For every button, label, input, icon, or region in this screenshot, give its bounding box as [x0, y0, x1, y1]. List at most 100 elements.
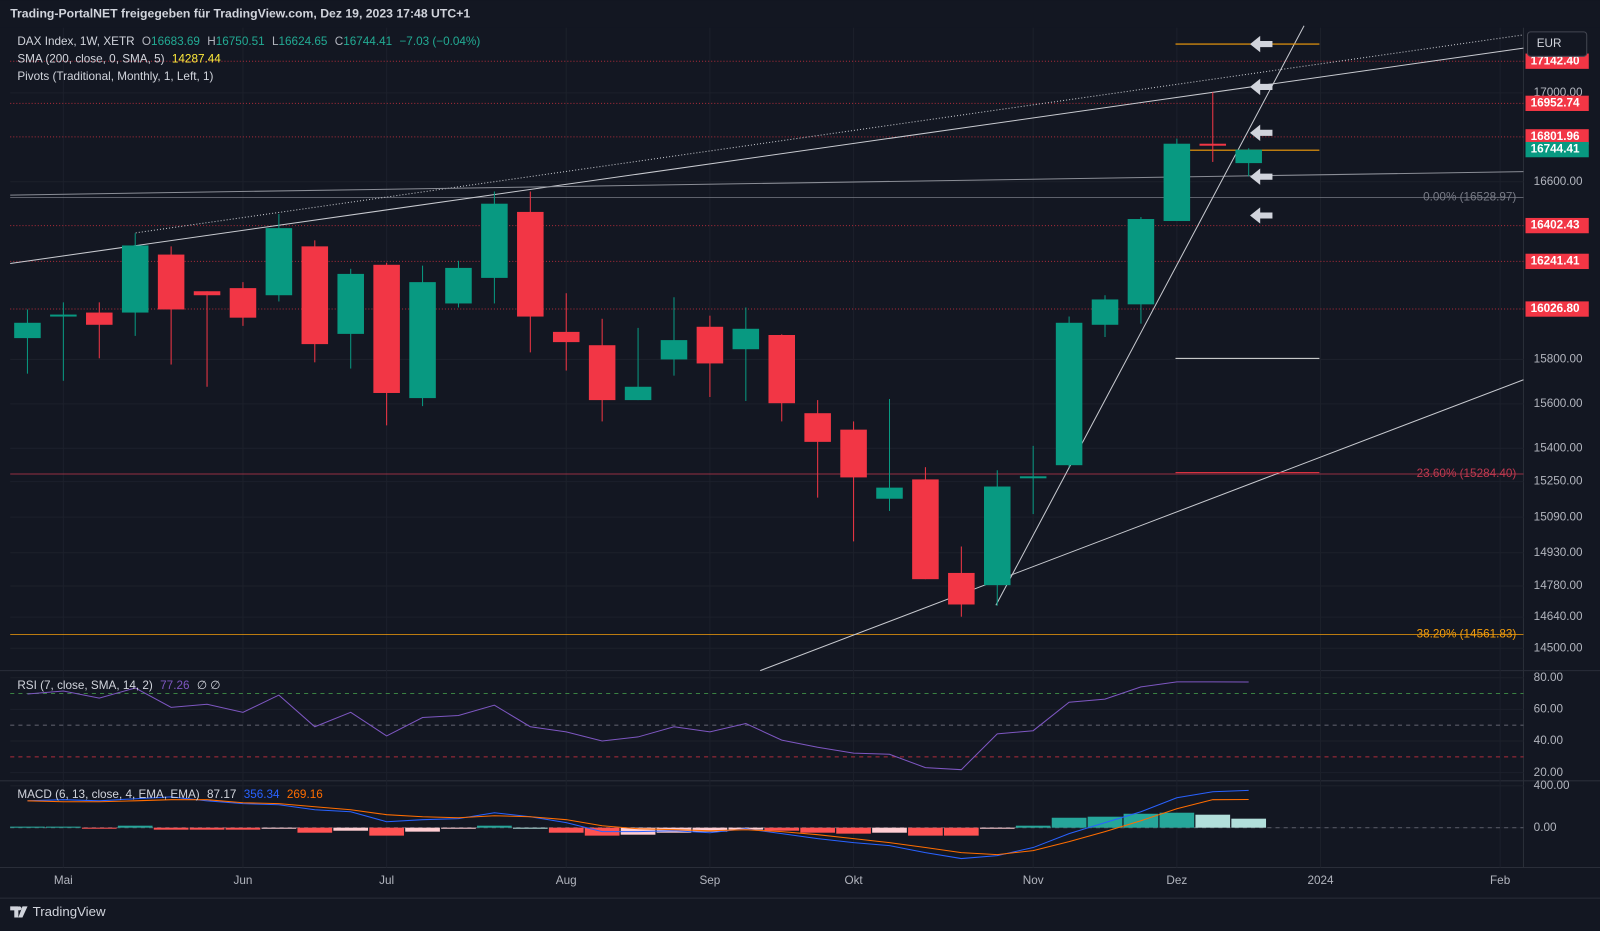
- candle-body: [373, 264, 400, 393]
- last-price-label: 16744.41: [1531, 143, 1580, 156]
- axes: Mai Jun Jul Aug Sep Okt Nov Dez 2024 Feb17000.001…: [54, 53, 1589, 887]
- candle-body: [14, 322, 41, 339]
- macd-histogram-bar: [548, 827, 584, 833]
- x-tick-label: Okt: [844, 874, 863, 887]
- candle-body: [768, 335, 796, 404]
- macd-histogram-bar: [872, 827, 907, 833]
- hist-value: 87.17: [207, 788, 236, 801]
- macd-histogram-bar: [800, 827, 836, 833]
- signal-value: 269.16: [287, 788, 323, 801]
- currency-button[interactable]: [1527, 31, 1588, 57]
- y-tick-label: 15800.00: [1534, 353, 1583, 366]
- ohlc-value: 16744.41: [343, 35, 392, 48]
- arrow: [1250, 78, 1273, 96]
- rsi-value: 77.26: [160, 679, 189, 692]
- candle-body: [696, 326, 724, 364]
- candle-body: [1163, 143, 1191, 222]
- macd-histogram-bar: [333, 827, 369, 831]
- footer-brand: TradingView: [33, 904, 106, 919]
- drawings: [10, 25, 1524, 672]
- pivot-label-bg: [1525, 53, 1589, 69]
- macd-histogram-bar: [405, 827, 440, 832]
- arrow: [1250, 168, 1273, 185]
- macd-histogram-bar: [692, 827, 728, 832]
- pivot-label-bg: [1525, 217, 1589, 234]
- pivot-label: 16952.74: [1531, 96, 1580, 109]
- y-tick-label: 20.00: [1534, 766, 1564, 779]
- legend-pivots: Pivots (Traditional, Monthly, 1, Left, 1…: [17, 70, 213, 83]
- ohlc-value: 16624.65: [279, 35, 328, 48]
- candle-body: [1199, 143, 1227, 146]
- legend-main: DAX Index, 1W, XETR O16683.69 H16750.51 …: [17, 35, 480, 48]
- rsi-name: RSI (7, close, SMA, 14, 2): [17, 679, 153, 692]
- ohlc-key: O: [142, 35, 151, 48]
- macd-histogram-bar: [225, 827, 261, 830]
- candle-body: [1235, 149, 1262, 164]
- ohlc-value: 16750.51: [216, 35, 265, 48]
- candle-body: [121, 245, 149, 313]
- fib-label: 0.00% (16528.97): [1423, 191, 1516, 204]
- macd-histogram-bar: [979, 827, 1015, 829]
- x-tick-label: Dez: [1166, 874, 1187, 887]
- candle-body: [876, 487, 903, 499]
- trend-line: [995, 25, 1305, 606]
- macd-histogram-bar: [369, 827, 404, 836]
- ohlc-value: 16683.69: [151, 35, 200, 48]
- macd-value: 356.34: [244, 788, 280, 801]
- x-tick-label: 2024: [1307, 874, 1334, 887]
- y-tick-label: 15400.00: [1534, 441, 1583, 454]
- candle-body: [588, 345, 616, 401]
- candle-body: [840, 429, 867, 478]
- macd-histogram-bar: [836, 827, 871, 834]
- candle-body: [1019, 476, 1047, 479]
- logo: [10, 906, 28, 918]
- macd-histogram-bar: [261, 827, 297, 829]
- candle-body: [552, 331, 580, 343]
- candle-body: [1091, 299, 1119, 325]
- pivot-label: 17142.40: [1531, 54, 1580, 67]
- x-tick-label: Sep: [699, 874, 720, 887]
- macd-histogram-bar: [10, 826, 45, 828]
- header-title: Trading-PortalNET freigegeben für Tradin…: [10, 7, 470, 21]
- currency[interactable]: EUR: [1537, 37, 1562, 50]
- candle-body: [157, 254, 185, 310]
- rsi-line: [27, 681, 1249, 771]
- pivot-label-bg: [1525, 301, 1589, 317]
- symbol: DAX Index, 1W, XETR: [17, 35, 134, 48]
- candle-body: [912, 479, 939, 580]
- pivot-label: 16241.41: [1531, 254, 1580, 267]
- macd-histogram-bar: [1231, 818, 1267, 828]
- candle-body: [660, 340, 688, 360]
- candle-body: [86, 312, 113, 325]
- y-tick-label: 17000.00: [1534, 86, 1583, 99]
- macd-histogram-bar: [441, 827, 476, 829]
- macd-histogram-bar: [1051, 817, 1087, 828]
- fib-label: 23.60% (15284.40): [1417, 467, 1517, 480]
- candle-body: [624, 386, 652, 401]
- fib-label: 38.20% (14561.83): [1417, 628, 1517, 641]
- y-tick-label: 400.00: [1534, 779, 1570, 792]
- macd-histogram-bar: [117, 825, 153, 828]
- candle-body: [229, 288, 257, 318]
- legend-sma: SMA (200, close, 0, SMA, 5) 14287.44: [17, 52, 221, 65]
- macd-histogram-bar: [1015, 825, 1051, 828]
- macd-histogram-bar: [81, 827, 117, 829]
- y-tick-label: 60.00: [1534, 702, 1564, 715]
- candle-body: [481, 203, 508, 278]
- candle-body: [517, 211, 544, 317]
- macd-histogram-bar: [908, 827, 943, 836]
- candle-body: [1055, 322, 1083, 466]
- trend-line: [135, 34, 1524, 234]
- arrows: [1250, 35, 1273, 224]
- candle-body: [337, 273, 364, 334]
- macd-histogram-bar: [153, 827, 189, 830]
- pivot-label: 16801.96: [1531, 130, 1580, 143]
- last-price-bg: [1525, 141, 1589, 158]
- sma-value: 14287.44: [172, 52, 221, 65]
- y-tick-label: 14930.00: [1534, 546, 1583, 559]
- candle-body: [732, 328, 760, 350]
- y-tick-label: 40.00: [1534, 734, 1564, 747]
- macd-histogram-bar: [46, 826, 81, 828]
- y-tick-label: 0.00: [1534, 821, 1557, 834]
